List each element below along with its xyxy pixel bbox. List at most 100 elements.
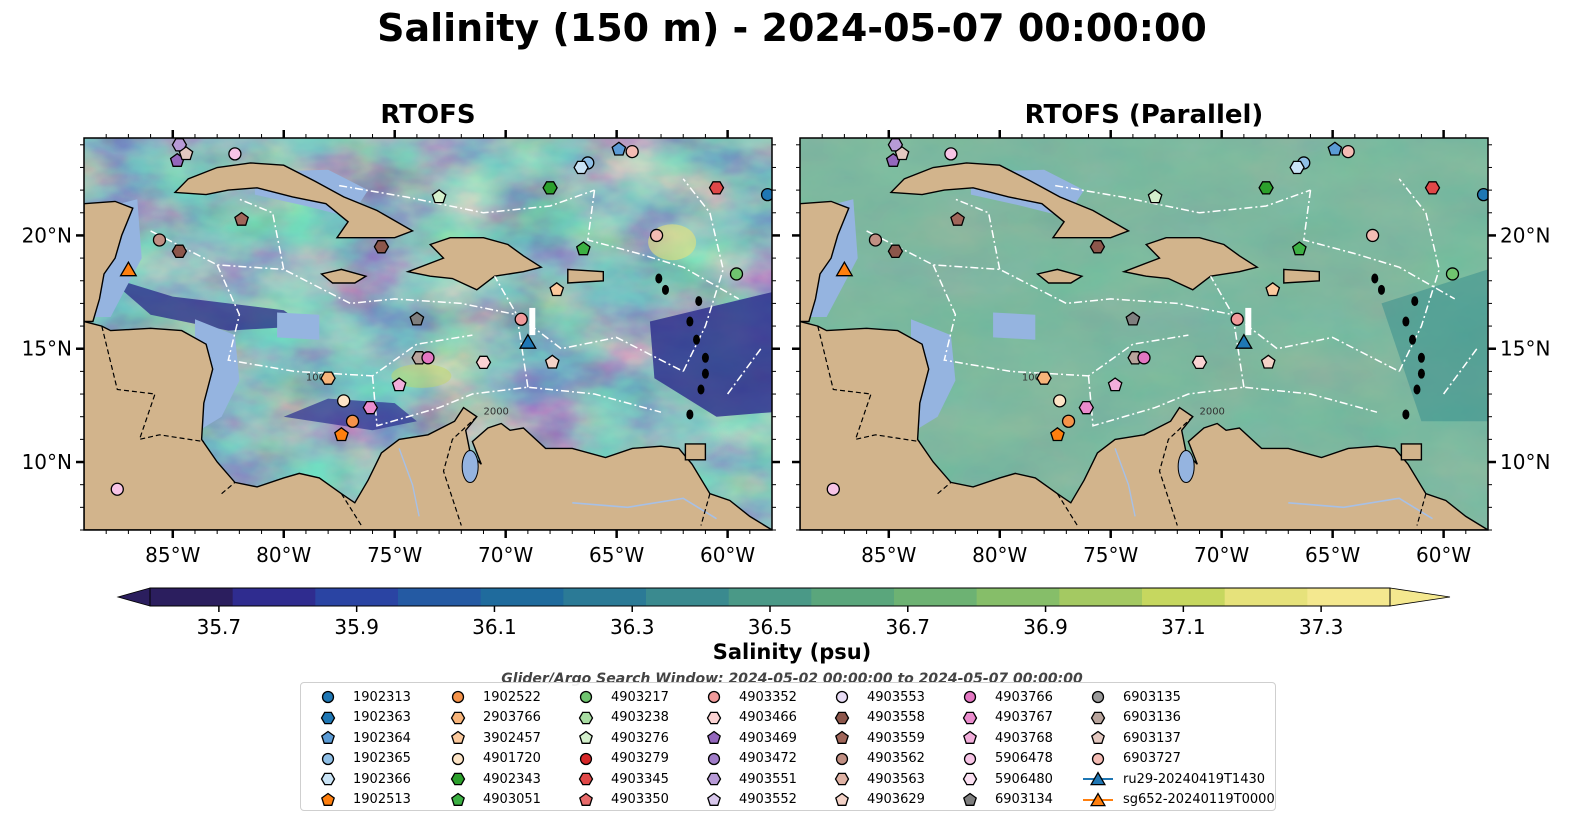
legend-marker-icon xyxy=(450,772,466,786)
island xyxy=(1417,352,1425,363)
legend-item: 4903345 xyxy=(569,769,669,789)
legend-marker xyxy=(321,752,335,765)
map-frame xyxy=(799,137,1489,531)
country-border xyxy=(817,325,920,443)
legend-item: 1902313 xyxy=(311,687,411,707)
country-border xyxy=(340,493,362,526)
legend-item: 4903276 xyxy=(569,728,669,748)
legend-marker xyxy=(451,730,465,744)
legend-item: 4903768 xyxy=(953,728,1053,748)
colorbar-tick-label: 36.3 xyxy=(610,615,655,639)
lake-maracaibo xyxy=(1177,450,1195,484)
eez-boundary xyxy=(1055,184,1311,214)
float-4903051 xyxy=(575,241,591,256)
float-6903727 xyxy=(1365,228,1380,243)
colorbar-extend-min xyxy=(116,587,151,607)
legend-label: 1902313 xyxy=(353,689,411,705)
legend-marker xyxy=(578,711,594,724)
shelf-area xyxy=(993,312,1036,340)
legend-label: 4903551 xyxy=(739,771,797,787)
float-6903727 xyxy=(625,144,639,159)
legend-item: 4903629 xyxy=(825,790,925,810)
eez-boundary xyxy=(955,198,1001,270)
lon-tick-label: 75°W xyxy=(367,543,422,567)
high-salinity-filament xyxy=(391,363,452,388)
legend-marker xyxy=(1091,752,1105,765)
island xyxy=(693,334,701,345)
legend-marker-icon xyxy=(835,792,849,806)
lat-tick-label: 10°N xyxy=(22,450,72,474)
legend-item: 6903137 xyxy=(1081,728,1181,748)
legend-marker-icon xyxy=(962,772,978,786)
colorbar-tick-label: 37.3 xyxy=(1299,615,1344,639)
float-4903629 xyxy=(544,354,560,369)
lat-tick-label: 15°N xyxy=(22,337,72,361)
legend-marker xyxy=(706,772,722,786)
float-5906478 xyxy=(944,147,958,161)
legend-marker-icon xyxy=(450,711,466,724)
island xyxy=(701,352,709,363)
land-jamaica xyxy=(319,268,368,284)
float-6903727 xyxy=(649,228,664,243)
legend-label: 2903766 xyxy=(483,710,541,725)
land-trinidad xyxy=(684,443,707,461)
legend-marker xyxy=(835,792,849,806)
float-4903559 xyxy=(950,211,965,226)
legend-marker-icon xyxy=(707,752,721,765)
lat-tick-label: 10°N xyxy=(1500,450,1550,474)
land-central-america xyxy=(84,320,772,530)
float-1902522 xyxy=(1061,414,1076,428)
float-1902513 xyxy=(1050,426,1065,442)
legend-label: 4903559 xyxy=(867,730,925,746)
island xyxy=(697,384,705,395)
legend-item: 4903350 xyxy=(569,790,669,810)
legend-label: 4903629 xyxy=(867,792,925,807)
country-border xyxy=(937,481,952,495)
float-1902364 xyxy=(1327,141,1343,156)
lat-tick-label: 15°N xyxy=(1500,337,1550,361)
land-puerto-rico xyxy=(1283,268,1321,284)
legend-label: 6903727 xyxy=(1123,751,1181,766)
legend-item: 6903136 xyxy=(1081,708,1181,728)
colorbar: 35.7 35.9 36.1 36.3 36.5 36.7 36.9 37.1 37.3 xyxy=(116,587,1451,639)
colorbar-tick-label: 37.1 xyxy=(1161,615,1206,639)
colorbar-tick-label: 36.1 xyxy=(472,615,517,639)
lat-tick-label: 20°N xyxy=(1500,223,1550,247)
land-yucatan xyxy=(800,200,850,323)
legend-item: 6903135 xyxy=(1081,687,1181,707)
float-4903558 xyxy=(373,240,390,254)
legend-item: 4903217 xyxy=(569,687,669,707)
country-border xyxy=(1158,416,1194,526)
float-4903562 xyxy=(868,233,883,247)
legend-marker-icon xyxy=(1091,730,1105,744)
legend-item: 4903472 xyxy=(697,749,797,769)
legend-label: 4903472 xyxy=(739,751,797,766)
map-panel-parallel: 1000 2000 85°W 80°W 75°W 70°W 65°W 60°W 20°N 15°N… xyxy=(792,130,1550,567)
island xyxy=(655,273,663,284)
island xyxy=(1402,316,1410,327)
island xyxy=(686,316,694,327)
eez-boundary xyxy=(1442,348,1478,395)
float-4903217 xyxy=(1445,267,1460,281)
float-4903276 xyxy=(1147,189,1163,204)
eez-boundary xyxy=(493,275,529,388)
legend-marker xyxy=(963,730,977,744)
legend-marker-icon xyxy=(963,752,977,765)
lat-tick-label: 20°N xyxy=(22,223,72,247)
legend-label: 4903768 xyxy=(995,730,1053,746)
island xyxy=(1377,284,1385,295)
eez-boundary xyxy=(586,190,740,300)
float-3902457 xyxy=(549,281,565,297)
legend-marker xyxy=(1090,711,1106,724)
legend-marker xyxy=(579,792,593,806)
legend-label: 1902366 xyxy=(353,771,411,787)
eez-boundary xyxy=(150,230,684,373)
page-title: Salinity (150 m) - 2024-05-07 00:00:00 xyxy=(377,6,1207,50)
colorbar-segment xyxy=(480,588,564,606)
legend-marker xyxy=(579,752,593,765)
island xyxy=(686,409,694,420)
legend-label: 4903352 xyxy=(739,689,797,705)
float-1902522 xyxy=(345,414,360,428)
lon-tick-label: 65°W xyxy=(589,543,644,567)
